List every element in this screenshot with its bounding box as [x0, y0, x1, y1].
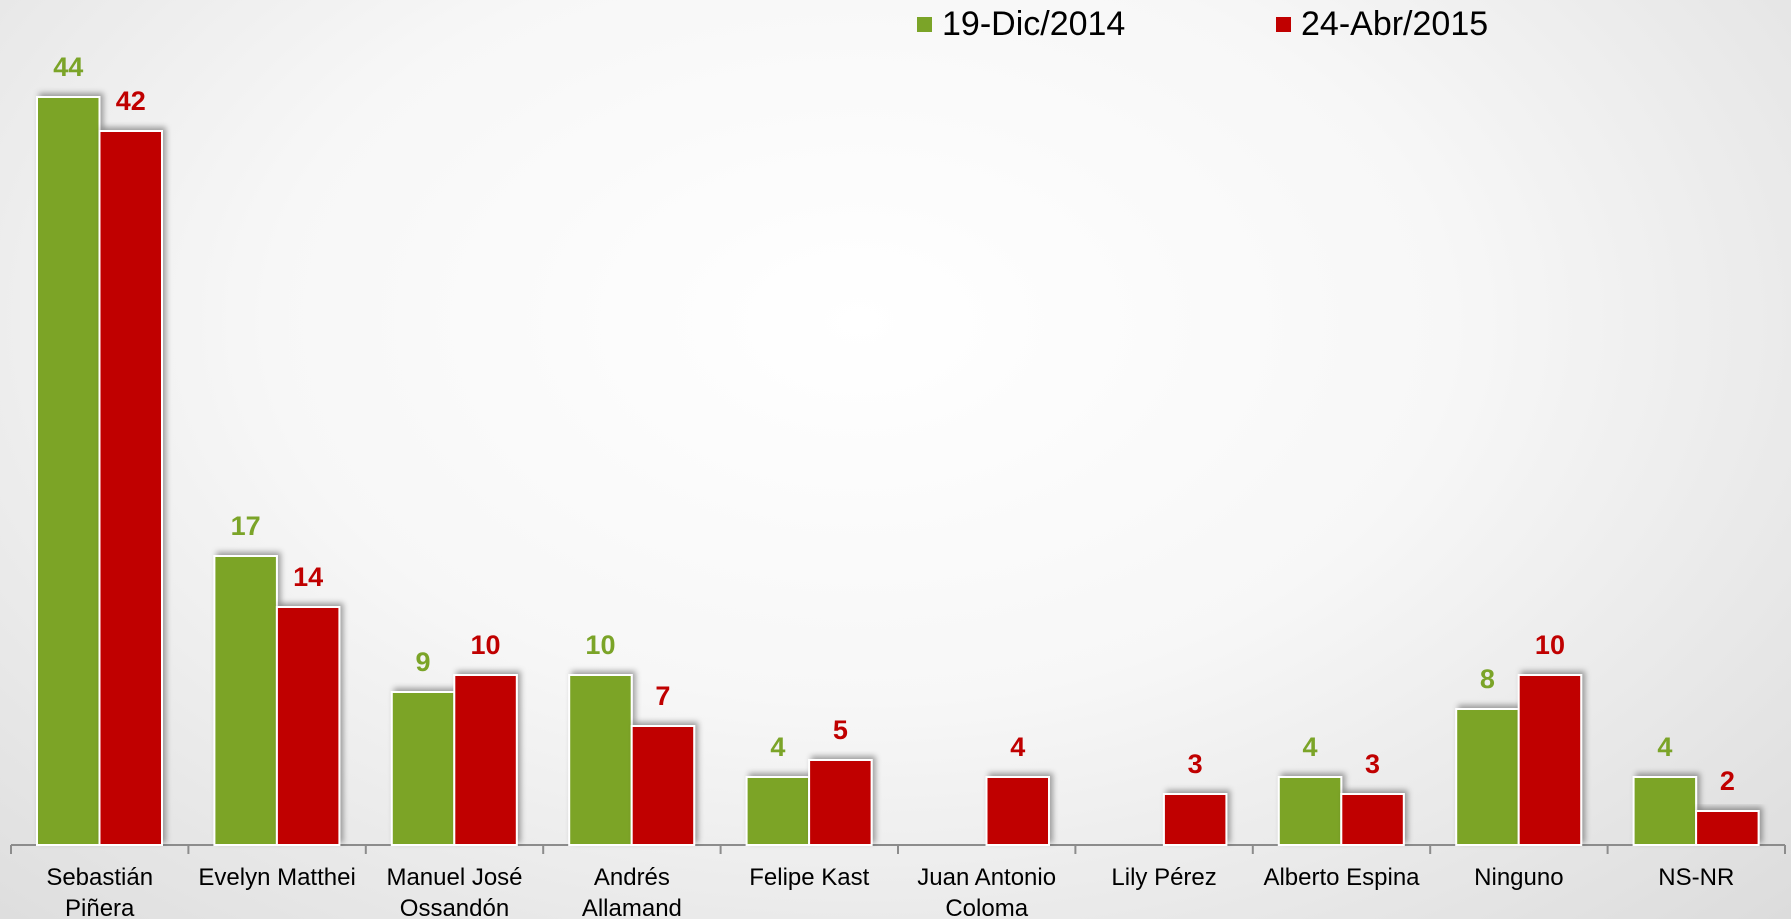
x-tick-label: Lily Pérez — [1111, 864, 1217, 891]
data-label: 3 — [1188, 749, 1203, 779]
data-label: 44 — [53, 52, 83, 82]
legend-swatch — [917, 17, 932, 32]
data-label: 3 — [1365, 749, 1380, 779]
x-tick-label: Evelyn Matthei — [198, 864, 356, 891]
bar — [745, 776, 811, 846]
bar — [1517, 674, 1583, 846]
data-label: 10 — [471, 630, 501, 660]
bar — [275, 606, 341, 846]
bar — [36, 96, 101, 846]
x-tick-label: Alberto Espina — [1263, 864, 1420, 891]
data-label: 2 — [1720, 766, 1735, 796]
x-tick-label: Ninguno — [1474, 864, 1564, 891]
legend-label: 24-Abr/2015 — [1301, 5, 1488, 43]
legend-label: 19-Dic/2014 — [942, 5, 1125, 43]
bar — [453, 674, 518, 846]
data-label: 14 — [293, 562, 323, 592]
bar — [808, 759, 873, 846]
bar — [213, 555, 278, 846]
bar — [1455, 708, 1520, 846]
data-label: 9 — [416, 647, 431, 677]
data-label: 8 — [1480, 664, 1495, 694]
data-label: 5 — [833, 715, 848, 745]
x-tick-label: Juan Antonio Coloma — [917, 864, 1057, 919]
bar — [985, 776, 1050, 846]
legend-swatch — [1276, 17, 1291, 32]
data-label: 4 — [770, 732, 785, 762]
data-label: 7 — [655, 681, 670, 711]
bar — [630, 725, 696, 846]
data-label: 17 — [231, 511, 261, 541]
data-label: 42 — [116, 86, 146, 116]
bar — [1277, 776, 1343, 846]
bar — [568, 674, 633, 846]
bar — [1695, 810, 1760, 846]
x-tick-label: Andrés Allamand — [581, 864, 682, 919]
bar — [1162, 793, 1228, 846]
bar — [98, 130, 163, 846]
bar — [390, 691, 456, 846]
data-label: 10 — [585, 630, 615, 660]
data-label: 4 — [1303, 732, 1318, 762]
bar — [1632, 776, 1698, 846]
data-label: 4 — [1010, 732, 1025, 762]
data-label: 10 — [1535, 630, 1565, 660]
x-tick-label: Sebastián Piñera — [46, 864, 154, 919]
x-tick-label: Manuel José Ossandón — [386, 864, 523, 919]
bar — [1340, 793, 1405, 846]
x-tick-label: NS-NR — [1658, 864, 1735, 891]
x-tick-label: Felipe Kast — [749, 864, 870, 891]
data-label: 4 — [1657, 732, 1672, 762]
